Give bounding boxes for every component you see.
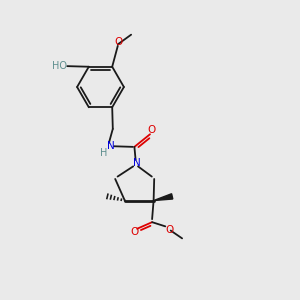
Text: N: N — [133, 158, 141, 168]
Text: N: N — [106, 141, 114, 151]
Text: H: H — [100, 148, 107, 158]
Text: O: O — [115, 37, 123, 47]
Text: HO: HO — [52, 61, 67, 71]
Text: O: O — [147, 125, 155, 135]
Text: O: O — [130, 227, 138, 237]
Text: O: O — [166, 225, 174, 235]
Polygon shape — [154, 194, 173, 201]
